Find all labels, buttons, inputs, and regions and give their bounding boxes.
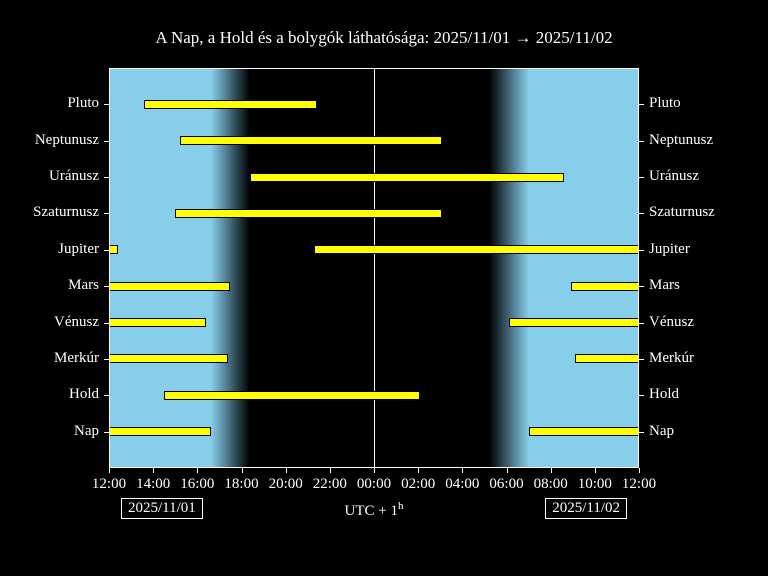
visibility-bar bbox=[109, 427, 211, 436]
visibility-bar bbox=[109, 282, 230, 291]
twilight-gradient-left bbox=[211, 68, 251, 468]
body-label-right: Mars bbox=[649, 277, 680, 294]
xtick-label: 10:00 bbox=[578, 476, 612, 493]
visibility-bar bbox=[144, 100, 316, 109]
visibility-bar bbox=[575, 354, 639, 363]
body-label-left: Pluto bbox=[67, 95, 99, 112]
body-label-left: Vénusz bbox=[54, 314, 99, 331]
body-label-right: Nap bbox=[649, 423, 674, 440]
body-label-left: Merkúr bbox=[54, 350, 99, 367]
timezone-label: UTC + 1h bbox=[345, 500, 404, 520]
xtick-label: 12:00 bbox=[92, 476, 126, 493]
body-label-right: Vénusz bbox=[649, 314, 694, 331]
ytick-mark bbox=[104, 104, 109, 105]
chart-title: A Nap, a Hold és a bolygók láthatósága: … bbox=[0, 28, 768, 48]
ytick-mark bbox=[639, 213, 644, 214]
xtick-mark bbox=[418, 468, 419, 473]
xtick-label: 18:00 bbox=[224, 476, 258, 493]
date-box-left: 2025/11/01 bbox=[121, 498, 203, 519]
xtick-label: 12:00 bbox=[622, 476, 656, 493]
xtick-mark bbox=[595, 468, 596, 473]
xtick-mark bbox=[507, 468, 508, 473]
ytick-mark bbox=[639, 286, 644, 287]
ytick-mark bbox=[104, 250, 109, 251]
visibility-bar bbox=[180, 136, 443, 145]
ytick-mark bbox=[639, 104, 644, 105]
body-label-right: Szaturnusz bbox=[649, 204, 715, 221]
xtick-mark bbox=[109, 468, 110, 473]
ytick-mark bbox=[639, 323, 644, 324]
visibility-bar bbox=[529, 427, 639, 436]
xtick-mark bbox=[639, 468, 640, 473]
visibility-bar bbox=[250, 173, 564, 182]
ytick-mark bbox=[104, 323, 109, 324]
xtick-label: 16:00 bbox=[180, 476, 214, 493]
daylight-region-left bbox=[109, 68, 211, 468]
ytick-mark bbox=[104, 141, 109, 142]
ytick-mark bbox=[104, 432, 109, 433]
body-label-right: Uránusz bbox=[649, 168, 699, 185]
body-label-right: Neptunusz bbox=[649, 132, 713, 149]
ytick-mark bbox=[104, 213, 109, 214]
visibility-bar bbox=[109, 354, 228, 363]
body-label-left: Nap bbox=[74, 423, 99, 440]
body-label-left: Uránusz bbox=[49, 168, 99, 185]
visibility-bar bbox=[571, 282, 639, 291]
xtick-label: 20:00 bbox=[269, 476, 303, 493]
xtick-label: 02:00 bbox=[401, 476, 435, 493]
xtick-mark bbox=[374, 468, 375, 473]
xtick-mark bbox=[242, 468, 243, 473]
visibility-bar bbox=[109, 245, 118, 254]
xtick-mark bbox=[330, 468, 331, 473]
xtick-mark bbox=[197, 468, 198, 473]
ytick-mark bbox=[639, 141, 644, 142]
xtick-label: 04:00 bbox=[445, 476, 479, 493]
visibility-bar bbox=[109, 318, 206, 327]
body-label-right: Pluto bbox=[649, 95, 681, 112]
body-label-left: Jupiter bbox=[58, 241, 99, 258]
body-label-right: Merkúr bbox=[649, 350, 694, 367]
xtick-mark bbox=[153, 468, 154, 473]
ytick-mark bbox=[639, 250, 644, 251]
ytick-mark bbox=[639, 432, 644, 433]
xtick-label: 00:00 bbox=[357, 476, 391, 493]
chart-container: A Nap, a Hold és a bolygók láthatósága: … bbox=[0, 0, 768, 576]
visibility-bar bbox=[164, 391, 420, 400]
visibility-bar bbox=[314, 245, 639, 254]
ytick-mark bbox=[639, 177, 644, 178]
midnight-line bbox=[374, 68, 375, 468]
xtick-label: 14:00 bbox=[136, 476, 170, 493]
xtick-label: 22:00 bbox=[313, 476, 347, 493]
date-box-right: 2025/11/02 bbox=[545, 498, 627, 519]
xtick-label: 08:00 bbox=[534, 476, 568, 493]
ytick-mark bbox=[104, 177, 109, 178]
ytick-mark bbox=[104, 395, 109, 396]
body-label-left: Neptunusz bbox=[35, 132, 99, 149]
body-label-right: Jupiter bbox=[649, 241, 690, 258]
twilight-gradient-right bbox=[489, 68, 529, 468]
ytick-mark bbox=[104, 286, 109, 287]
xtick-mark bbox=[551, 468, 552, 473]
plot-area bbox=[109, 68, 639, 468]
ytick-mark bbox=[639, 359, 644, 360]
daylight-region-right bbox=[529, 68, 639, 468]
xtick-label: 06:00 bbox=[489, 476, 523, 493]
ytick-mark bbox=[639, 395, 644, 396]
body-label-left: Hold bbox=[69, 386, 99, 403]
ytick-mark bbox=[104, 359, 109, 360]
visibility-bar bbox=[509, 318, 639, 327]
visibility-bar bbox=[175, 209, 442, 218]
body-label-left: Mars bbox=[68, 277, 99, 294]
body-label-left: Szaturnusz bbox=[33, 204, 99, 221]
xtick-mark bbox=[286, 468, 287, 473]
xtick-mark bbox=[462, 468, 463, 473]
body-label-right: Hold bbox=[649, 386, 679, 403]
